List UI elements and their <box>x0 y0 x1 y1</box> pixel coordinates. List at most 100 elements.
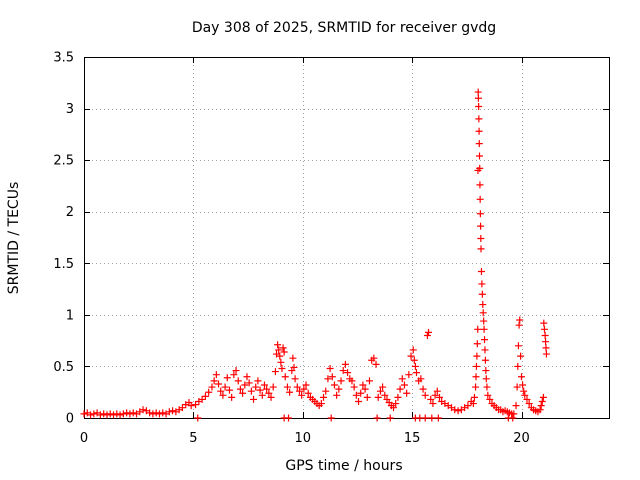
data-point <box>482 367 490 375</box>
data-point <box>472 383 480 391</box>
data-point <box>234 377 242 385</box>
data-point <box>480 317 488 325</box>
data-point <box>476 195 484 203</box>
data-point <box>295 387 303 395</box>
data-point <box>239 389 247 397</box>
data-point <box>330 381 338 389</box>
y-tick-label: 0 <box>66 412 74 427</box>
data-point <box>194 414 202 422</box>
data-point <box>451 406 459 414</box>
grid-layer <box>84 57 609 418</box>
data-point <box>205 388 213 396</box>
data-point <box>423 331 431 339</box>
data-point <box>260 381 268 389</box>
data-point <box>513 383 521 391</box>
data-point <box>425 328 433 336</box>
x-tick-label: 10 <box>294 431 311 446</box>
data-marks <box>80 88 550 422</box>
data-point <box>403 389 411 397</box>
data-point <box>320 393 328 401</box>
data-point <box>279 344 287 352</box>
data-point <box>169 407 177 415</box>
data-point <box>523 395 531 403</box>
data-point <box>421 414 429 422</box>
data-point <box>333 391 341 399</box>
data-point <box>475 103 483 111</box>
data-point <box>480 325 488 333</box>
y-tick-label: 0.5 <box>53 360 74 375</box>
data-point <box>518 373 525 381</box>
data-point <box>359 381 367 389</box>
data-point <box>355 397 363 405</box>
data-point <box>484 391 492 399</box>
data-point <box>275 346 283 354</box>
x-tick-label: 5 <box>189 431 197 446</box>
y-tick-labels: 0 0.5 1 1.5 2 2.5 3 3.5 <box>53 51 74 427</box>
data-point <box>478 280 486 288</box>
data-point <box>291 375 299 383</box>
data-point <box>409 346 417 354</box>
y-tick-label: 2 <box>66 205 74 220</box>
data-point <box>149 410 157 418</box>
data-point <box>473 352 481 360</box>
data-point <box>515 321 523 329</box>
data-point <box>476 210 484 218</box>
data-point <box>525 400 533 408</box>
tick-layer <box>84 57 609 419</box>
data-point <box>421 391 429 399</box>
data-point <box>365 377 373 385</box>
data-point <box>477 268 485 276</box>
data-point <box>400 381 408 389</box>
data-point <box>326 364 334 372</box>
data-point <box>271 368 279 376</box>
data-point <box>293 383 301 391</box>
data-point <box>390 404 398 412</box>
data-point <box>520 387 528 395</box>
data-point <box>241 381 249 389</box>
data-point <box>474 88 482 96</box>
data-point <box>278 364 286 372</box>
data-point <box>363 393 371 401</box>
data-point <box>267 393 275 401</box>
data-point <box>236 385 244 393</box>
data-point <box>542 338 550 346</box>
data-point <box>464 402 472 410</box>
data-point <box>298 391 306 399</box>
data-point <box>165 408 173 416</box>
data-point <box>269 383 277 391</box>
data-point <box>247 387 255 395</box>
y-tick-label: 3.5 <box>53 51 74 66</box>
data-point <box>476 152 483 160</box>
data-point <box>427 395 435 403</box>
data-point <box>327 414 335 422</box>
data-point <box>479 301 487 309</box>
data-point <box>476 181 484 189</box>
data-point <box>512 402 520 410</box>
data-point <box>285 414 293 422</box>
data-point <box>392 400 400 408</box>
data-point <box>254 377 262 385</box>
data-point <box>87 411 95 419</box>
data-point <box>116 411 124 419</box>
data-point <box>474 325 482 333</box>
data-point <box>542 350 550 358</box>
data-point <box>370 354 378 362</box>
data-point <box>541 331 549 339</box>
data-point <box>281 373 289 381</box>
data-point <box>379 383 387 391</box>
data-point <box>96 411 104 419</box>
data-point <box>479 309 487 317</box>
data-point <box>352 391 360 399</box>
data-point <box>322 387 330 395</box>
data-point <box>274 341 282 349</box>
data-point <box>328 373 336 381</box>
data-point <box>477 245 485 253</box>
x-tick-label: 15 <box>404 431 421 446</box>
data-point <box>80 410 88 418</box>
plot-frame <box>84 57 610 419</box>
data-point <box>396 385 404 393</box>
data-point <box>434 414 442 422</box>
data-point <box>372 360 380 368</box>
data-point <box>517 352 525 360</box>
